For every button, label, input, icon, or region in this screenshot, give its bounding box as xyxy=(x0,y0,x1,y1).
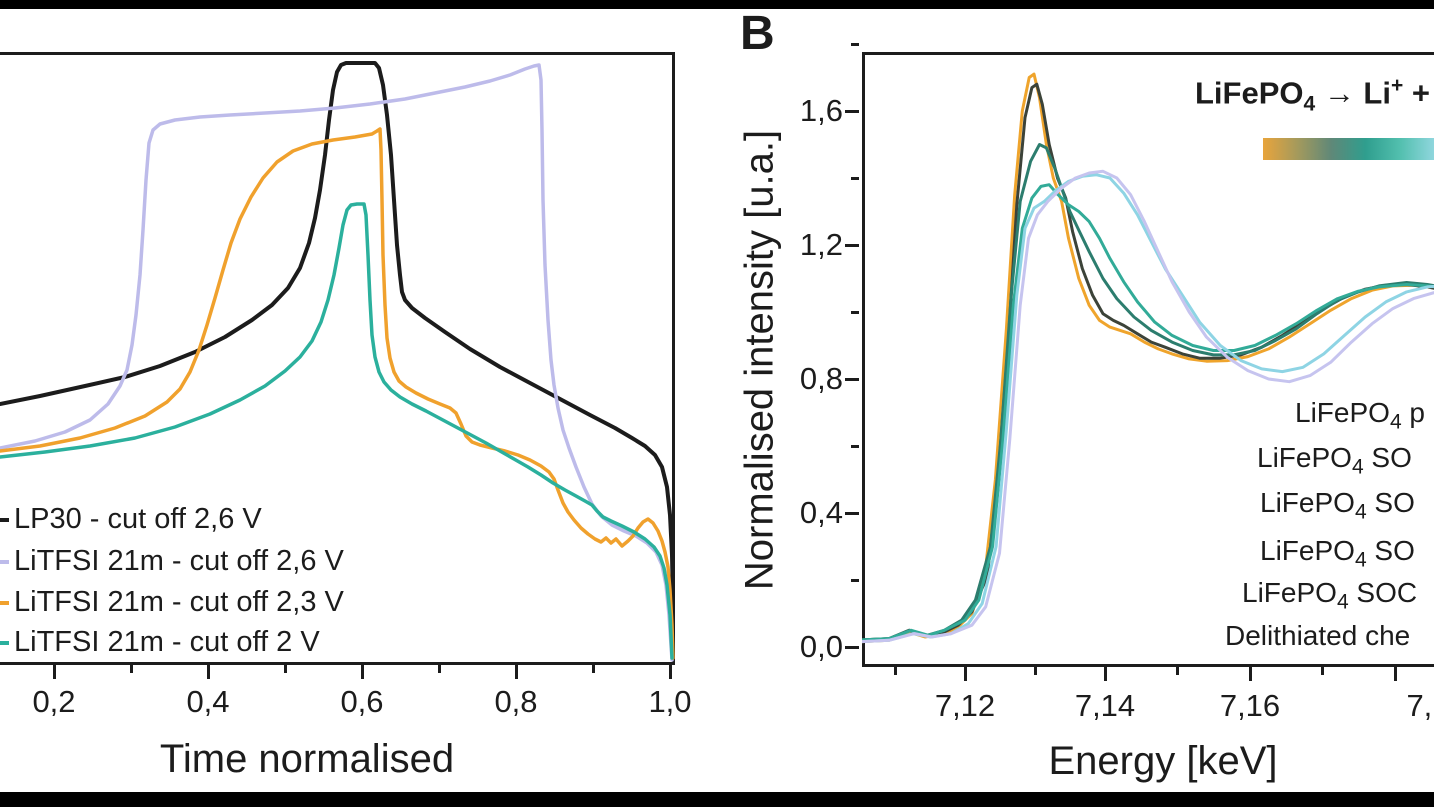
x-major-tick-a xyxy=(206,665,210,679)
legend-b-item: LiFePO4 SOC xyxy=(1242,577,1417,615)
panel-a-curves xyxy=(0,61,675,662)
legend-b-subscript: 4 xyxy=(1354,548,1367,572)
legend-b-text: SO xyxy=(1363,442,1412,473)
y-major-tick-b xyxy=(845,377,859,381)
x-minor-tick-a xyxy=(283,665,287,673)
arrow-icon: → Li xyxy=(1315,75,1391,111)
x-minor-tick-a xyxy=(437,665,441,673)
x-major-tick-b xyxy=(1248,667,1252,681)
x-axis-title-a: Time normalised xyxy=(159,737,455,781)
y-minor-tick-b xyxy=(851,310,859,314)
x-tick-label-a: 1,0 xyxy=(648,684,692,719)
x-minor-tick-b xyxy=(1320,667,1324,675)
top-black-bar xyxy=(0,0,1434,9)
x-major-tick-a xyxy=(514,665,518,679)
legend-a-item: LiTFSI 21m - cut off 2,6 V xyxy=(14,545,344,577)
y-major-tick-b xyxy=(845,645,859,649)
x-tick-label-b: 7,12 xyxy=(934,688,996,723)
reaction-subscript: 4 xyxy=(1303,92,1316,116)
y-minor-tick-b xyxy=(851,42,859,46)
series-dark-teal xyxy=(862,143,1434,642)
legend-b-subscript: 4 xyxy=(1351,455,1364,479)
series-litfsi-21m-cut-off-2-v xyxy=(0,202,674,660)
y-tick-label-b: 0,0 xyxy=(799,629,843,664)
x-major-tick-b xyxy=(1393,667,1397,681)
legend-b-text: Delithiated che xyxy=(1225,620,1411,651)
y-tick-label-b: 0,4 xyxy=(799,495,843,530)
x-major-tick-b xyxy=(1103,667,1107,681)
legend-b-text: SOC xyxy=(1348,577,1418,608)
legend-b-item: Delithiated che xyxy=(1225,620,1410,652)
legend-b-item: LiFePO4 SO xyxy=(1260,487,1415,525)
reaction-annotation: LiFePO4 → Li+ + xyxy=(1195,74,1430,117)
legend-b-text: SO xyxy=(1366,535,1415,566)
legend-b-subscript: 4 xyxy=(1336,590,1349,614)
legend-b-text: LiFePO xyxy=(1295,397,1390,428)
x-tick-label-a: 0,2 xyxy=(32,684,76,719)
legend-b-item: LiFePO4 SO xyxy=(1257,442,1412,480)
legend-b-text: LiFePO xyxy=(1242,577,1337,608)
series-teal xyxy=(862,183,1434,642)
x-tick-label-b: 7,14 xyxy=(1074,688,1136,723)
series-lp30-cut-off-2-6-v xyxy=(0,61,675,660)
x-major-tick-a xyxy=(360,665,364,679)
panel-b-label: B xyxy=(740,7,775,60)
legend-b-subscript: 4 xyxy=(1389,410,1402,434)
series-litfsi-21m-cut-off-2-3-v xyxy=(0,127,675,660)
series-periwinkle xyxy=(862,169,1434,644)
x-axis-title-b: Energy [keV] xyxy=(1048,739,1278,783)
x-major-tick-a xyxy=(668,665,672,679)
legend-b-item: LiFePO4 SO xyxy=(1260,535,1415,573)
series-litfsi-21m-cut-off-2-6-v xyxy=(0,63,674,662)
legend-b-text: SO xyxy=(1366,487,1415,518)
x-minor-tick-a xyxy=(591,665,595,673)
legend-b-text: LiFePO xyxy=(1260,535,1355,566)
x-tick-label-a: 0,8 xyxy=(494,684,538,719)
x-minor-tick-b xyxy=(1033,667,1037,675)
x-minor-tick-b xyxy=(893,667,897,675)
y-minor-tick-b xyxy=(851,578,859,582)
legend-a-item: LiTFSI 21m - cut off 2,3 V xyxy=(14,586,344,618)
reaction-tail: + xyxy=(1403,75,1430,111)
legend-a-marker xyxy=(0,641,9,645)
y-axis-title-b: Normalised intensity [u.a.] xyxy=(737,129,782,591)
legend-b-item: LiFePO4 p xyxy=(1295,397,1425,435)
y-tick-label-b: 0,8 xyxy=(799,361,843,396)
panel-b-curves xyxy=(862,72,1434,644)
x-minor-tick-a xyxy=(129,665,133,673)
y-minor-tick-b xyxy=(851,176,859,180)
gradient-colorbar xyxy=(1263,138,1434,160)
y-major-tick-b xyxy=(845,243,859,247)
legend-b-text: LiFePO xyxy=(1260,487,1355,518)
x-minor-tick-b xyxy=(1175,667,1179,675)
reaction-superscript: + xyxy=(1390,74,1404,97)
x-tick-label-a: 0,4 xyxy=(186,684,230,719)
y-tick-label-b: 1,6 xyxy=(799,93,843,128)
legend-b-text: LiFePO xyxy=(1257,442,1352,473)
legend-a-marker xyxy=(0,518,9,522)
legend-a-item: LiTFSI 21m - cut off 2 V xyxy=(14,626,320,658)
y-major-tick-b xyxy=(845,109,859,113)
legend-a-item: LP30 - cut off 2,6 V xyxy=(14,503,262,535)
x-major-tick-a xyxy=(52,665,56,679)
y-major-tick-b xyxy=(845,511,859,515)
y-tick-label-b: 1,2 xyxy=(799,227,843,262)
legend-a-marker xyxy=(0,601,9,605)
x-tick-label-b: 7,16 xyxy=(1219,688,1281,723)
legend-b-subscript: 4 xyxy=(1354,500,1367,524)
legend-a-marker xyxy=(0,560,9,564)
x-tick-label-b: 7,1 xyxy=(1406,688,1434,723)
series-cyan xyxy=(862,173,1434,644)
legend-b-text: p xyxy=(1401,397,1425,428)
reaction-formula: LiFePO xyxy=(1195,75,1304,111)
x-major-tick-b xyxy=(963,667,967,681)
bottom-black-bar xyxy=(0,792,1434,807)
y-minor-tick-b xyxy=(851,444,859,448)
x-tick-label-a: 0,6 xyxy=(340,684,384,719)
panel-a-plot xyxy=(0,52,675,665)
